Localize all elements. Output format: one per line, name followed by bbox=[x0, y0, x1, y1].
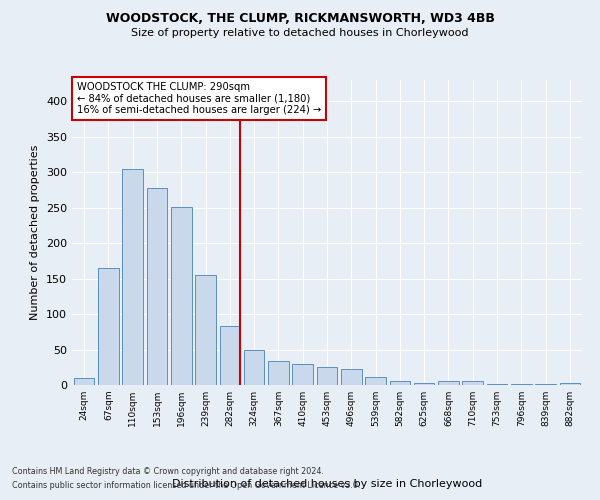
Bar bbox=[292, 364, 313, 385]
Bar bbox=[98, 268, 119, 385]
Bar bbox=[122, 168, 143, 385]
Y-axis label: Number of detached properties: Number of detached properties bbox=[31, 145, 40, 320]
Bar bbox=[438, 382, 459, 385]
Bar bbox=[560, 383, 580, 385]
Bar bbox=[511, 384, 532, 385]
Bar bbox=[146, 188, 167, 385]
Bar bbox=[171, 207, 191, 385]
Bar bbox=[463, 382, 483, 385]
Bar bbox=[341, 368, 362, 385]
Bar bbox=[195, 275, 216, 385]
Bar bbox=[389, 380, 410, 385]
X-axis label: Distribution of detached houses by size in Chorleywood: Distribution of detached houses by size … bbox=[172, 479, 482, 489]
Text: Contains public sector information licensed under the Open Government Licence v3: Contains public sector information licen… bbox=[12, 481, 361, 490]
Bar bbox=[74, 378, 94, 385]
Text: WOODSTOCK THE CLUMP: 290sqm
← 84% of detached houses are smaller (1,180)
16% of : WOODSTOCK THE CLUMP: 290sqm ← 84% of det… bbox=[77, 82, 322, 114]
Bar bbox=[487, 384, 508, 385]
Bar bbox=[244, 350, 265, 385]
Text: WOODSTOCK, THE CLUMP, RICKMANSWORTH, WD3 4BB: WOODSTOCK, THE CLUMP, RICKMANSWORTH, WD3… bbox=[106, 12, 494, 26]
Bar bbox=[414, 383, 434, 385]
Text: Contains HM Land Registry data © Crown copyright and database right 2024.: Contains HM Land Registry data © Crown c… bbox=[12, 467, 324, 476]
Bar bbox=[317, 368, 337, 385]
Bar bbox=[268, 361, 289, 385]
Text: Size of property relative to detached houses in Chorleywood: Size of property relative to detached ho… bbox=[131, 28, 469, 38]
Bar bbox=[220, 326, 240, 385]
Bar bbox=[535, 384, 556, 385]
Bar bbox=[365, 377, 386, 385]
